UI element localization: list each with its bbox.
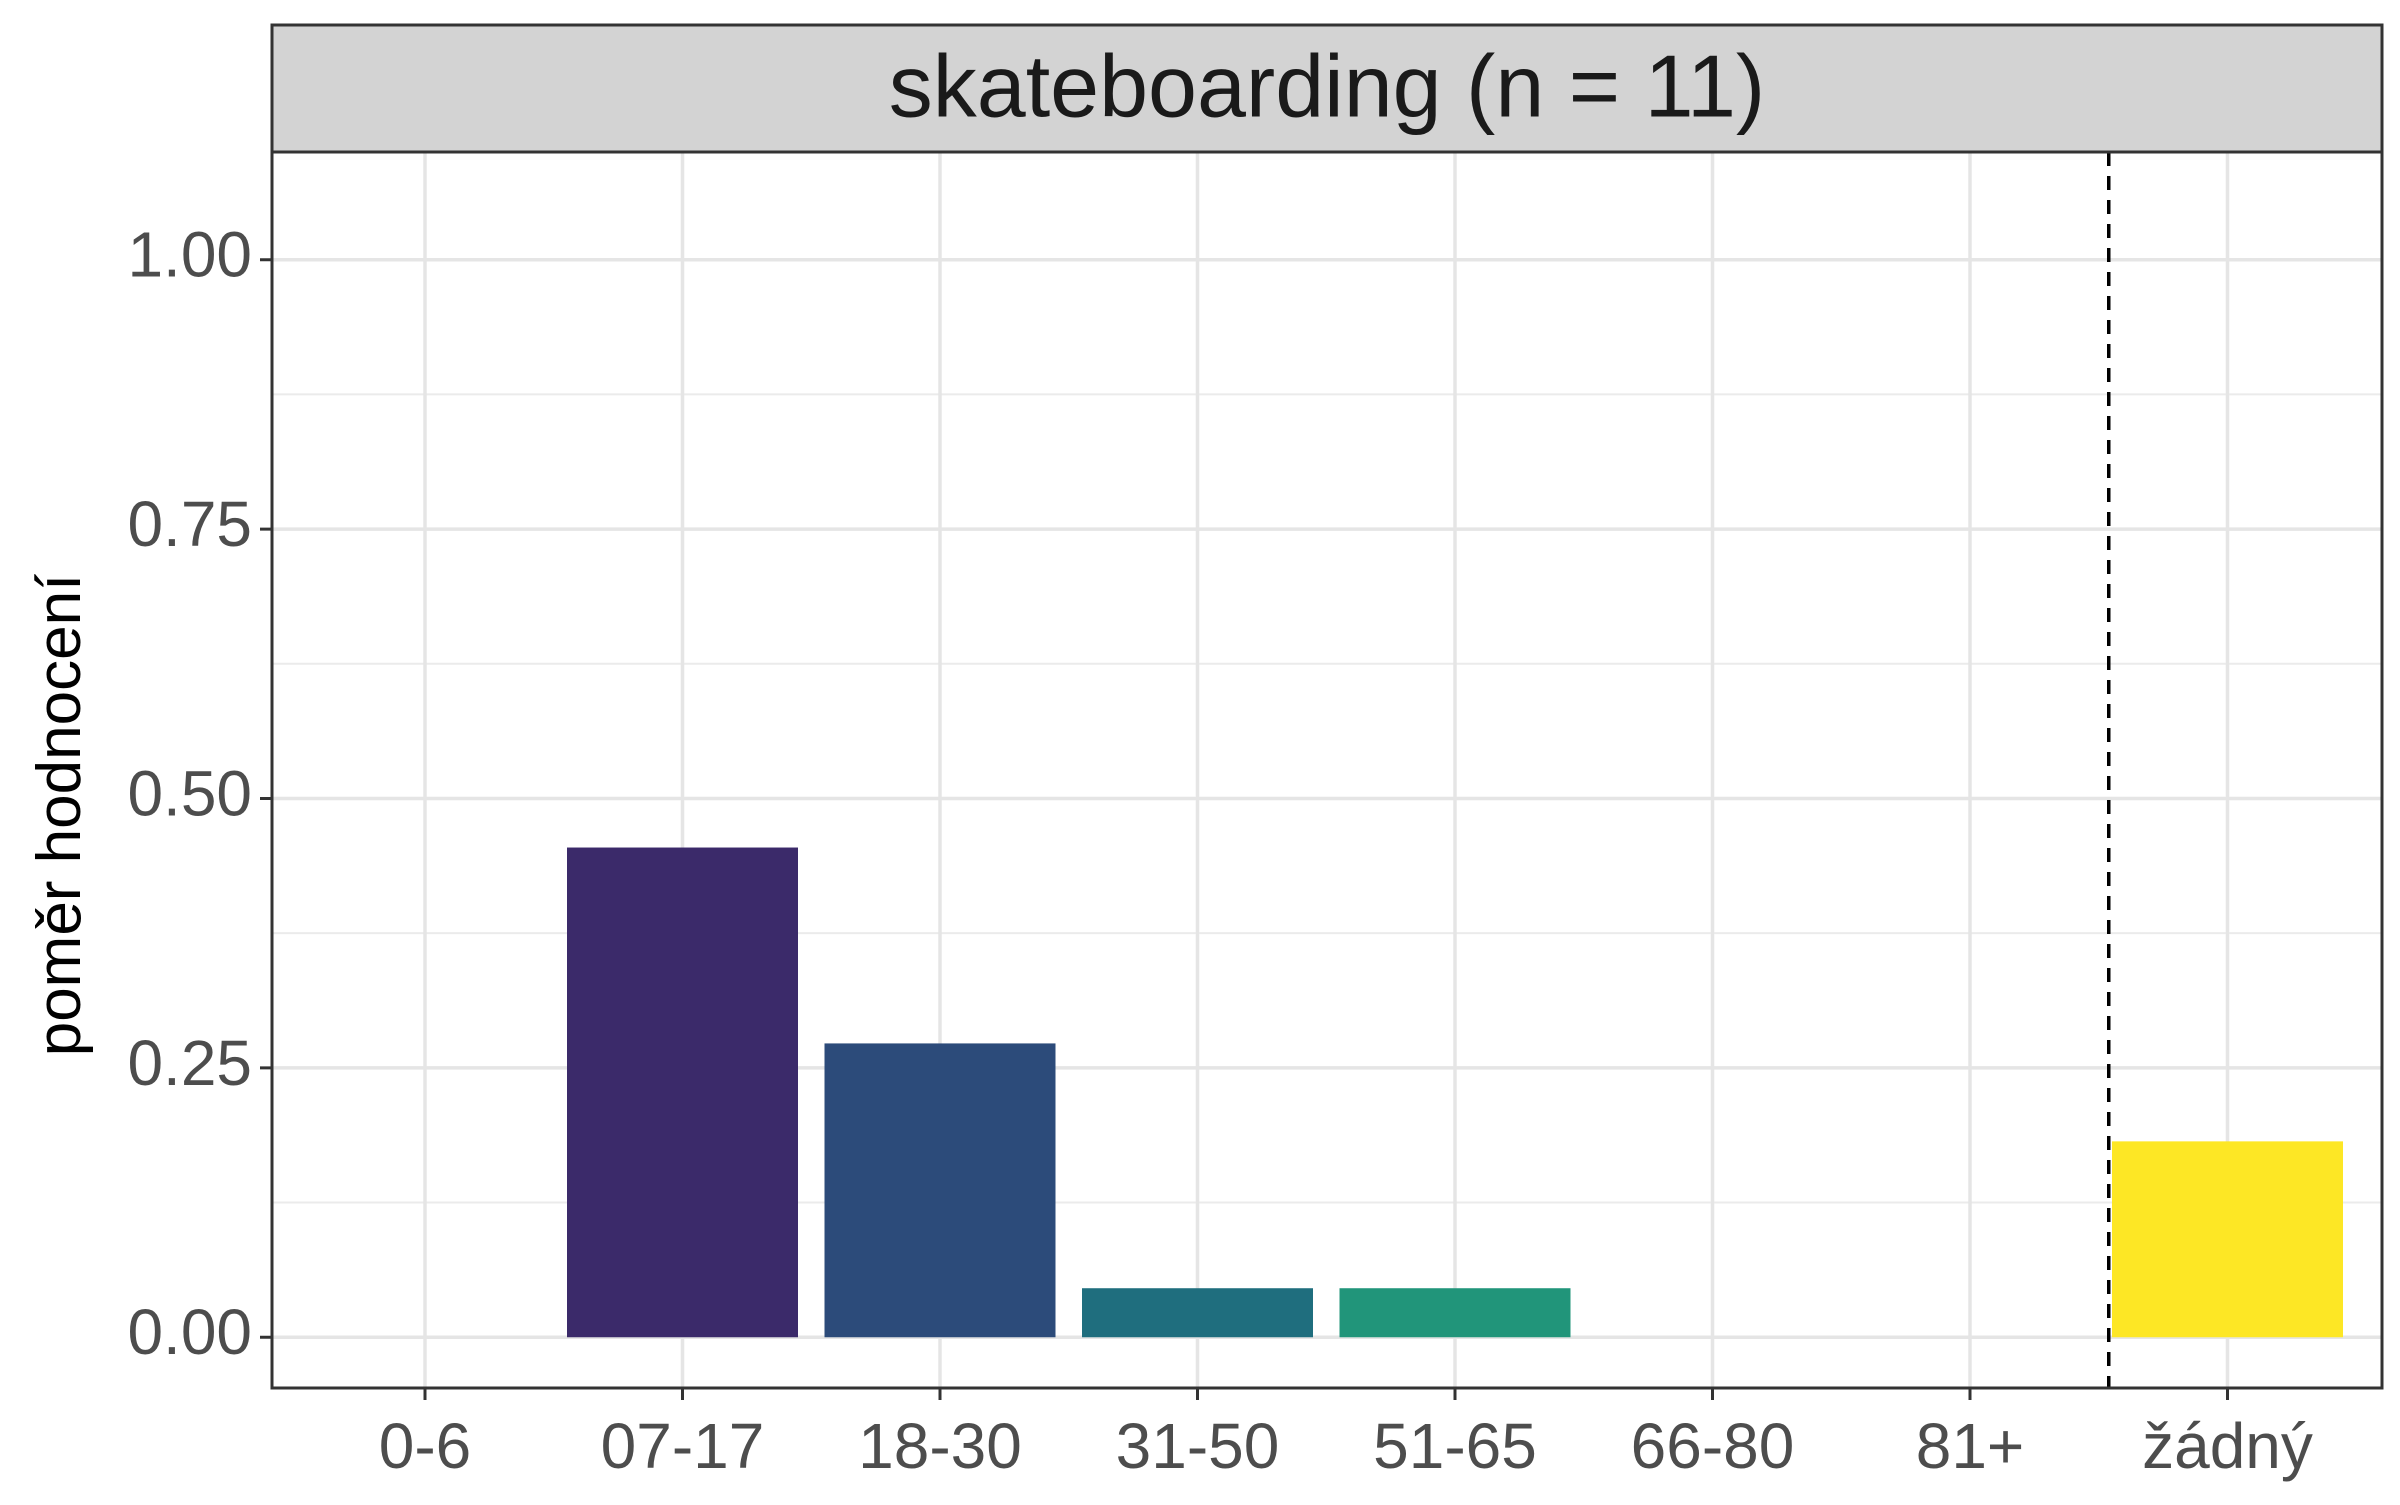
bars-layer [567,152,2343,1388]
axes-layer: 0.00 0.25 0.50 0.75 1.00 0-6 07-17 18-30 31-50 51… [127,219,2312,1482]
chart-title: skateboarding (n = 11) [889,36,1765,135]
x-tick-label: 81+ [1916,1410,2025,1482]
x-tick-label: 66-80 [1631,1410,1795,1482]
y-tick-label: 0.50 [127,757,252,829]
bar-07-17 [567,847,798,1338]
bar-51-65 [1339,1288,1571,1338]
facet-strip [270,23,2384,154]
y-tick-label: 0.00 [127,1296,252,1368]
x-tick-label: 07-17 [601,1410,765,1482]
y-axis-label: poměr hodnocení [25,574,94,1057]
x-tick-label: 18-30 [858,1410,1022,1482]
bar-18-30 [824,1043,1056,1338]
y-tick-label: 0.75 [127,488,252,560]
bar-31-50 [1082,1288,1313,1338]
x-tick-label: 0-6 [379,1410,472,1482]
x-tick-label: žádný [2142,1410,2313,1482]
x-tick-label: 51-65 [1373,1410,1537,1482]
bar-žádný [2112,1141,2343,1338]
y-tick-label: 1.00 [127,219,252,291]
y-tick-label: 0.25 [127,1027,252,1099]
x-tick-label: 31-50 [1116,1410,1280,1482]
